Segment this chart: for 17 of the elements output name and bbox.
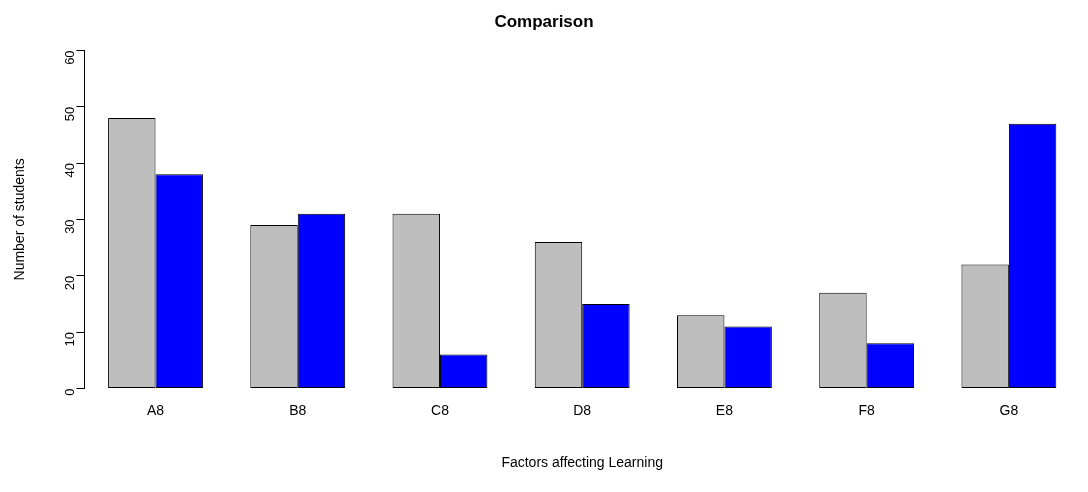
y-tick-label: 30	[61, 219, 77, 234]
x-tick-label: B8	[289, 401, 307, 418]
x-tick-label: A8	[146, 401, 165, 418]
y-tick-label: 10	[61, 332, 77, 347]
x-tick-label: G8	[999, 401, 1019, 418]
y-tick-label: 40	[61, 163, 77, 178]
y-tick-label: 50	[61, 106, 77, 122]
y-axis-title: Number of students	[11, 158, 28, 281]
x-tick-label: D8	[573, 401, 592, 418]
y-tick-label: 20	[61, 275, 77, 291]
x-axis-title: Factors affecting Learning	[501, 454, 664, 471]
y-tick-label: 0	[61, 388, 77, 396]
x-tick-label: F8	[858, 401, 876, 418]
chart-title: Comparison	[494, 11, 594, 31]
x-tick-label: E8	[715, 401, 734, 418]
y-tick-label: 60	[61, 50, 77, 65]
x-tick-label: C8	[431, 401, 450, 418]
